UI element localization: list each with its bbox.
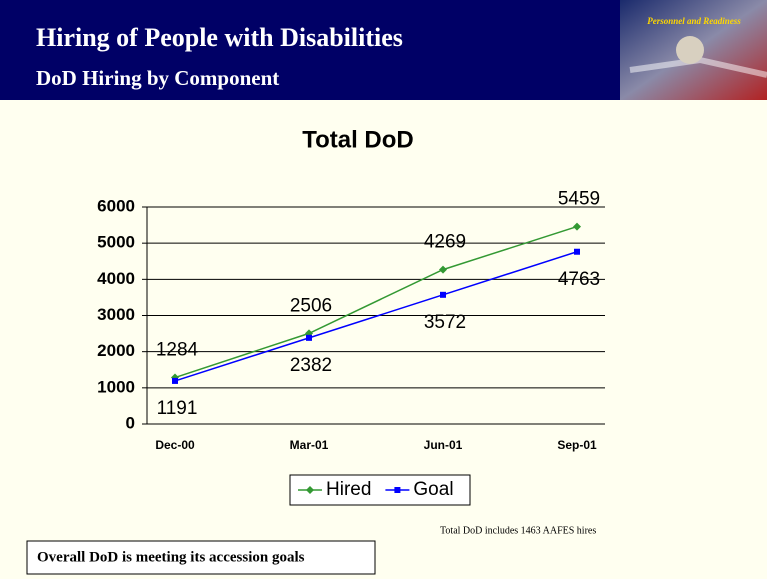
y-tick-label: 1000 [97, 377, 135, 396]
logo-stripe [629, 56, 767, 78]
legend-marker [306, 486, 314, 494]
marker [440, 291, 446, 298]
data-label: 3572 [424, 312, 466, 333]
x-tick-label: Mar-01 [290, 438, 329, 452]
data-label: 1284 [156, 340, 199, 361]
data-label: 1191 [157, 398, 198, 419]
marker [306, 334, 312, 341]
legend-marker [394, 487, 401, 493]
slide-title: Hiring of People with Disabilities [36, 23, 403, 52]
x-tick-label: Sep-01 [557, 438, 597, 452]
y-tick-label: 4000 [97, 269, 135, 288]
series-line [174, 225, 578, 379]
data-label: 2382 [290, 355, 332, 376]
y-tick-label: 2000 [97, 341, 135, 360]
series-line [174, 251, 578, 382]
slide-subtitle: DoD Hiring by Component [36, 66, 279, 90]
footnote: Total DoD includes 1463 AAFES hires [440, 525, 596, 536]
marker [573, 222, 581, 231]
logo-eagle [676, 36, 704, 64]
marker [439, 265, 447, 274]
y-tick-label: 5000 [97, 233, 135, 252]
marker [574, 248, 580, 255]
marker [172, 377, 178, 384]
data-label: 4763 [558, 269, 600, 290]
logo-text: Personnel and Readiness [647, 16, 741, 26]
legend-label: Goal [413, 479, 453, 500]
data-label: 2506 [290, 295, 332, 316]
data-label: 4269 [424, 232, 466, 253]
callout: Overall DoD is meeting its accession goa… [37, 549, 305, 565]
data-label: 5459 [558, 189, 600, 210]
y-tick-label: 6000 [97, 196, 135, 215]
callout-box [26, 540, 376, 575]
chart-title: Total DoD [302, 126, 414, 153]
x-tick-label: Jun-01 [424, 438, 463, 452]
legend-label: Hired [326, 479, 371, 500]
y-tick-label: 3000 [97, 305, 135, 324]
y-tick-label: 0 [126, 413, 135, 432]
x-tick-label: Dec-00 [155, 438, 195, 452]
